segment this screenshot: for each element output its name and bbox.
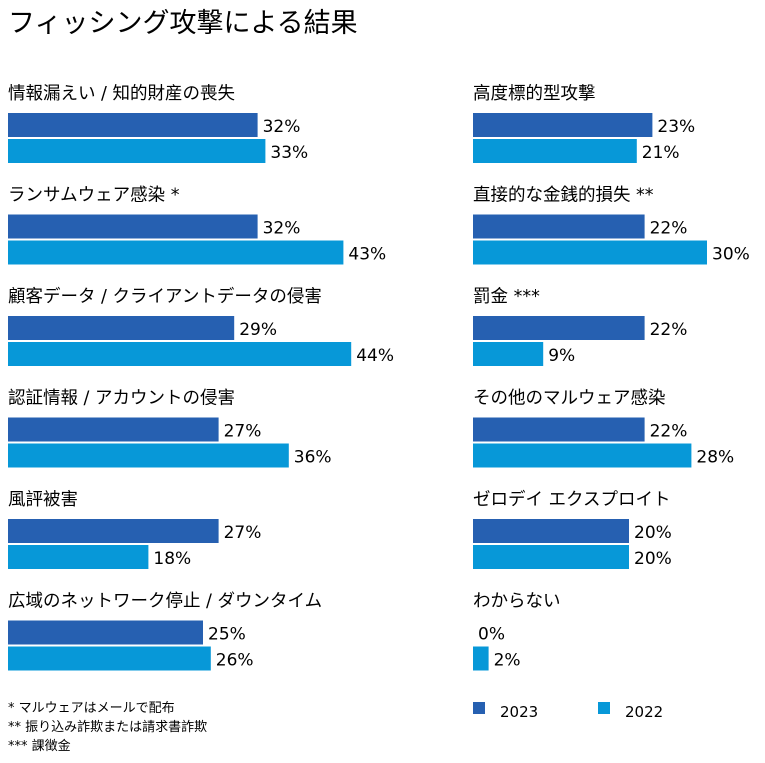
value-label: 0% xyxy=(478,625,505,645)
value-label: 29% xyxy=(239,320,277,340)
value-label: 32% xyxy=(263,219,301,239)
legend-swatch-2023 xyxy=(473,702,485,714)
value-label: 20% xyxy=(634,523,672,543)
value-label: 43% xyxy=(348,245,386,265)
value-label: 44% xyxy=(356,346,394,366)
legend-label: 2023 xyxy=(500,703,538,721)
bar-2022 xyxy=(473,342,544,366)
bar-2022 xyxy=(473,139,637,163)
category-group: 高度標的型攻撃 23% 21% xyxy=(473,84,695,163)
footnote: * マルウェアはメールで配布 xyxy=(8,701,175,716)
category-label: ランサムウェア感染 * xyxy=(8,186,180,206)
value-label: 22% xyxy=(650,320,688,340)
value-label: 22% xyxy=(650,219,688,239)
value-label: 27% xyxy=(224,422,262,442)
category-group: ランサムウェア感染 * 32% 43% xyxy=(8,186,386,265)
category-group: わからない 0% 2% xyxy=(473,592,561,671)
category-group: 情報漏えい / 知的財産の喪失 32% 33% xyxy=(8,84,308,163)
category-label: 直接的な金銭的損失 ** xyxy=(473,186,654,206)
value-label: 25% xyxy=(208,625,246,645)
bar-2022 xyxy=(473,240,707,265)
footnote: ** 振り込み詐欺または請求書詐欺 xyxy=(8,719,207,735)
legend-label: 2022 xyxy=(625,703,663,721)
bar-2022 xyxy=(8,139,266,163)
bar-2023 xyxy=(473,417,645,442)
category-group: 認証情報 / アカウントの侵害 27% 36% xyxy=(8,389,332,468)
value-label: 32% xyxy=(263,117,301,137)
bar-2023 xyxy=(8,214,258,239)
value-label: 9% xyxy=(548,346,575,366)
bar-2023 xyxy=(473,316,645,340)
value-label: 30% xyxy=(712,245,750,265)
footnote: *** 課徴金 xyxy=(8,738,71,754)
value-label: 2% xyxy=(494,651,521,671)
bar-2023 xyxy=(8,417,219,442)
category-group: 広域のネットワーク停止 / ダウンタイム 25% 26% xyxy=(8,592,322,671)
legend-swatch-2022 xyxy=(598,702,610,714)
chart-panels: 情報漏えい / 知的財産の喪失 32% 33% ランサムウェア感染 * 32% 43% 顧客… xyxy=(8,84,750,671)
bar-2022 xyxy=(473,545,629,569)
category-group: 直接的な金銭的損失 ** 22% 30% xyxy=(473,186,750,265)
value-label: 23% xyxy=(657,117,695,137)
bar-2022 xyxy=(473,443,692,468)
category-label: 情報漏えい / 知的財産の喪失 xyxy=(8,84,235,104)
bar-2022 xyxy=(8,545,149,569)
legend: 2023 2022 xyxy=(473,702,663,721)
bar-2023 xyxy=(473,519,629,543)
chart-title: フィッシング攻撃による結果 xyxy=(8,8,358,39)
category-group: 顧客データ / クライアントデータの侵害 29% 44% xyxy=(8,286,394,366)
category-group: その他のマルウェア感染 22% 28% xyxy=(473,389,734,468)
bar-2022 xyxy=(8,342,352,366)
category-label: 罰金 *** xyxy=(473,287,540,307)
category-label: わからない xyxy=(473,592,561,612)
value-label: 33% xyxy=(270,143,308,163)
value-label: 27% xyxy=(224,523,262,543)
value-label: 26% xyxy=(216,651,254,671)
value-label: 36% xyxy=(294,448,332,468)
bar-2023 xyxy=(8,519,219,543)
category-group: 風評被害 27% 18% xyxy=(8,490,261,569)
bar-2023 xyxy=(8,113,258,137)
bar-2022 xyxy=(8,646,211,671)
category-label: 顧客データ / クライアントデータの侵害 xyxy=(8,286,322,307)
bar-2022 xyxy=(8,443,289,468)
value-label: 22% xyxy=(650,422,688,442)
bar-2022 xyxy=(473,646,489,671)
category-group: 罰金 *** 22% 9% xyxy=(473,287,687,366)
bar-2023 xyxy=(473,113,653,137)
category-label: 風評被害 xyxy=(8,490,78,510)
value-label: 28% xyxy=(696,448,734,468)
bar-2022 xyxy=(8,240,344,265)
bar-2023 xyxy=(8,316,235,340)
footnotes: * マルウェアはメールで配布 ** 振り込み詐欺または請求書詐欺 *** 課徴金 xyxy=(8,701,207,754)
value-label: 21% xyxy=(642,143,680,163)
bar-2023 xyxy=(8,620,203,645)
category-label: 広域のネットワーク停止 / ダウンタイム xyxy=(8,592,322,612)
bar-2023 xyxy=(473,214,645,239)
value-label: 18% xyxy=(153,549,191,569)
value-label: 20% xyxy=(634,549,672,569)
category-label: 認証情報 / アカウントの侵害 xyxy=(8,389,235,409)
category-label: その他のマルウェア感染 xyxy=(473,389,666,409)
category-group: ゼロデイ エクスプロイト 20% 20% xyxy=(473,489,672,569)
category-label: 高度標的型攻撃 xyxy=(473,84,596,104)
category-label: ゼロデイ エクスプロイト xyxy=(473,489,671,510)
